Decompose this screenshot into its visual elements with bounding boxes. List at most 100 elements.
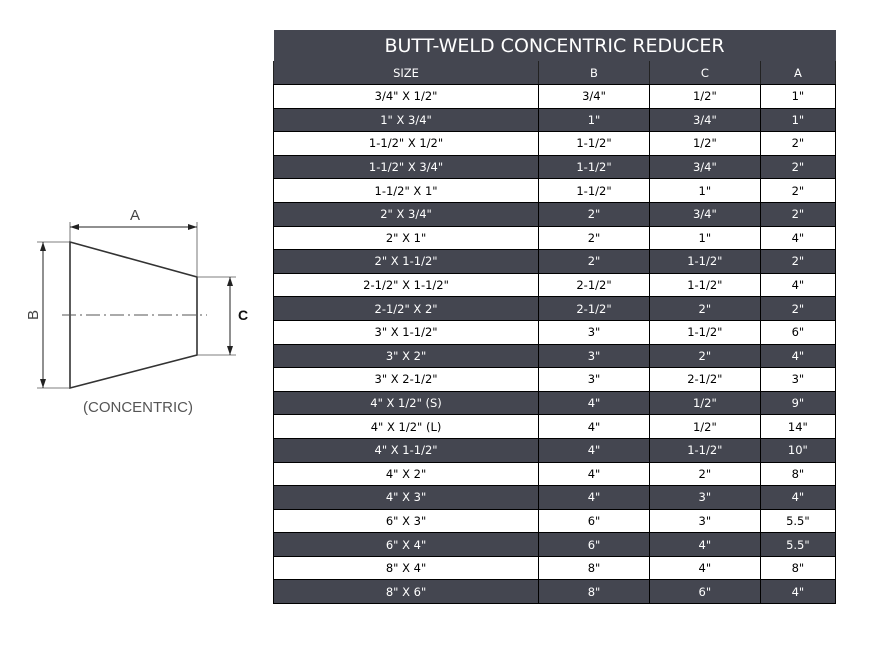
table-row: 8" X 4" 8" 4" 8" xyxy=(272,555,837,581)
cell-c: 1/2" xyxy=(648,131,761,156)
cell-a: 4" xyxy=(759,579,837,605)
cell-a: 8" xyxy=(759,461,837,487)
cell-size: 2" X 3/4" xyxy=(272,201,540,227)
cell-a: 10" xyxy=(759,437,837,463)
cell-b: 2" xyxy=(538,201,650,227)
cell-size: 2" X 1-1/2" xyxy=(272,249,540,274)
cell-b: 2-1/2" xyxy=(538,272,650,298)
cell-a: 2" xyxy=(759,131,837,156)
cell-b: 1-1/2" xyxy=(538,131,650,156)
col-header-b: B xyxy=(538,61,650,85)
table-title: BUTT-WELD CONCENTRIC REDUCER xyxy=(273,30,836,61)
cell-size: 3" X 2-1/2" xyxy=(272,367,540,392)
table-row: 3" X 2" 3" 2" 4" xyxy=(272,343,837,369)
cell-a: 1" xyxy=(759,107,837,133)
cell-b: 2-1/2" xyxy=(538,296,650,321)
cell-b: 4" xyxy=(538,485,650,510)
cell-c: 1-1/2" xyxy=(648,249,761,274)
table-row: 6" X 3" 6" 3" 5.5" xyxy=(272,508,837,534)
cell-b: 8" xyxy=(538,579,650,605)
label-b: B xyxy=(25,310,42,320)
cell-c: 4" xyxy=(648,555,761,581)
cell-b: 4" xyxy=(538,414,650,439)
cell-size: 3" X 2" xyxy=(272,343,540,369)
cell-a: 2" xyxy=(759,201,837,227)
cell-c: 6" xyxy=(648,579,761,605)
cell-c: 3/4" xyxy=(648,154,761,180)
cell-c: 1-1/2" xyxy=(648,319,761,345)
table-row: 4" X 1/2" (L) 4" 1/2" 14" xyxy=(272,414,837,439)
cell-c: 2" xyxy=(648,296,761,321)
cell-b: 1-1/2" xyxy=(538,178,650,203)
cell-b: 4" xyxy=(538,437,650,463)
cell-size: 4" X 1/2" (L) xyxy=(272,414,540,439)
cell-size: 2" X 1" xyxy=(272,225,540,251)
cell-c: 3/4" xyxy=(648,201,761,227)
table-row: 1-1/2" X 1/2" 1-1/2" 1/2" 2" xyxy=(272,131,837,156)
cell-a: 4" xyxy=(759,272,837,298)
cell-a: 4" xyxy=(759,485,837,510)
cell-c: 2-1/2" xyxy=(648,367,761,392)
cell-c: 1-1/2" xyxy=(648,437,761,463)
cell-c: 1" xyxy=(648,225,761,251)
table-row: 2" X 1" 2" 1" 4" xyxy=(272,225,837,251)
cell-size: 8" X 6" xyxy=(272,579,540,605)
cell-size: 3" X 1-1/2" xyxy=(272,319,540,345)
table-body: 3/4" X 1/2" 3/4" 1/2" 1" 1" X 3/4" 1" 3/4" 1" 1-… xyxy=(272,84,837,605)
table-row: 2-1/2" X 2" 2-1/2" 2" 2" xyxy=(272,296,837,321)
col-header-a: A xyxy=(759,61,837,85)
cell-a: 9" xyxy=(759,390,837,416)
table-row: 1-1/2" X 3/4" 1-1/2" 3/4" 2" xyxy=(272,154,837,180)
cell-size: 1" X 3/4" xyxy=(272,107,540,133)
cell-b: 2" xyxy=(538,249,650,274)
cell-a: 2" xyxy=(759,249,837,274)
table-row: 3/4" X 1/2" 3/4" 1/2" 1" xyxy=(272,84,837,109)
caption: (CONCENTRIC) xyxy=(83,399,193,416)
cell-c: 1/2" xyxy=(648,84,761,109)
cell-c: 2" xyxy=(648,461,761,487)
cell-c: 4" xyxy=(648,532,761,557)
cell-a: 4" xyxy=(759,225,837,251)
cell-size: 4" X 2" xyxy=(272,461,540,487)
cell-c: 3" xyxy=(648,485,761,510)
col-header-size: SIZE xyxy=(272,61,540,85)
cell-c: 1/2" xyxy=(648,414,761,439)
cell-size: 4" X 1-1/2" xyxy=(272,437,540,463)
cell-a: 3" xyxy=(759,367,837,392)
cell-b: 3" xyxy=(538,343,650,369)
cell-b: 1-1/2" xyxy=(538,154,650,180)
cell-a: 14" xyxy=(759,414,837,439)
cell-a: 2" xyxy=(759,296,837,321)
table-row: 6" X 4" 6" 4" 5.5" xyxy=(272,532,837,557)
cell-b: 3" xyxy=(538,319,650,345)
cell-size: 6" X 3" xyxy=(272,508,540,534)
cell-size: 1-1/2" X 1/2" xyxy=(272,131,540,156)
cell-c: 3/4" xyxy=(648,107,761,133)
cell-a: 1" xyxy=(759,84,837,109)
cell-size: 2-1/2" X 1-1/2" xyxy=(272,272,540,298)
cell-b: 3" xyxy=(538,367,650,392)
cell-size: 3/4" X 1/2" xyxy=(272,84,540,109)
cell-a: 8" xyxy=(759,555,837,581)
cell-size: 4" X 1/2" (S) xyxy=(272,390,540,416)
cell-a: 2" xyxy=(759,154,837,180)
cell-size: 2-1/2" X 2" xyxy=(272,296,540,321)
table-row: 4" X 3" 4" 3" 4" xyxy=(272,485,837,510)
concentric-reducer-drawing: A B C (CONCENTRIC) xyxy=(25,207,248,416)
cell-size: 1-1/2" X 3/4" xyxy=(272,154,540,180)
cell-a: 5.5" xyxy=(759,508,837,534)
cell-c: 2" xyxy=(648,343,761,369)
cell-b: 3/4" xyxy=(538,84,650,109)
table-row: 4" X 1/2" (S) 4" 1/2" 9" xyxy=(272,390,837,416)
table-row: 2" X 3/4" 2" 3/4" 2" xyxy=(272,201,837,227)
cell-c: 3" xyxy=(648,508,761,534)
table-row: 3" X 2-1/2" 3" 2-1/2" 3" xyxy=(272,367,837,392)
table-row: 2-1/2" X 1-1/2" 2-1/2" 1-1/2" 4" xyxy=(272,272,837,298)
cell-c: 1-1/2" xyxy=(648,272,761,298)
label-c: C xyxy=(238,307,248,323)
cell-b: 4" xyxy=(538,461,650,487)
cell-a: 4" xyxy=(759,343,837,369)
col-header-c: C xyxy=(648,61,761,85)
table-row: 1-1/2" X 1" 1-1/2" 1" 2" xyxy=(272,178,837,203)
cell-size: 1-1/2" X 1" xyxy=(272,178,540,203)
